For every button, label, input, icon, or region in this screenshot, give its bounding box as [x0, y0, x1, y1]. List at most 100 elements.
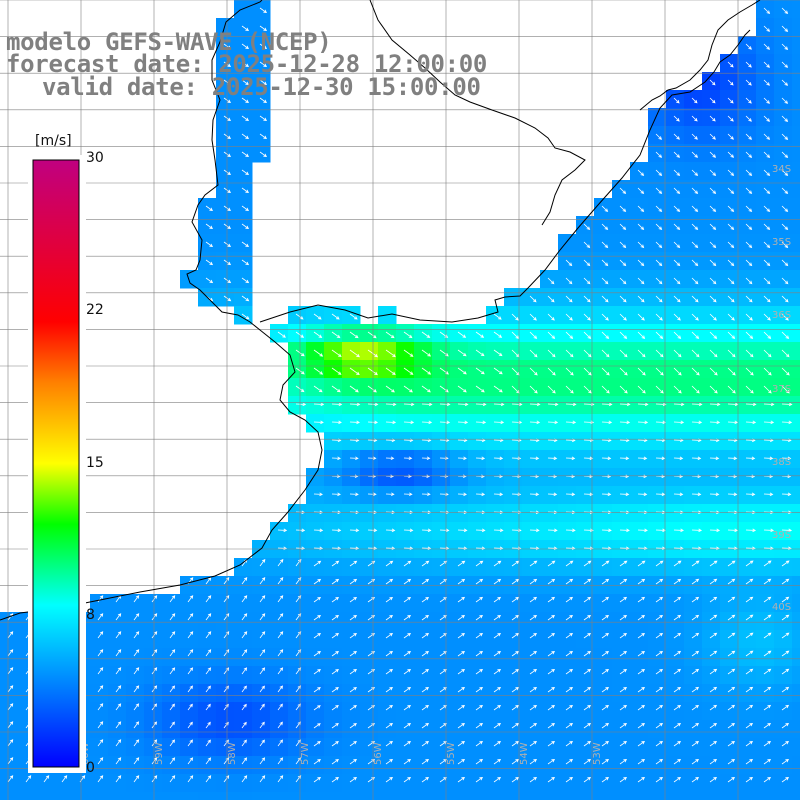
- wind-arrow: [529, 704, 538, 711]
- wind-arrow: [637, 331, 646, 339]
- wind-arrow: [745, 133, 752, 140]
- wind-speed-cell: [702, 720, 721, 739]
- wind-arrow: [439, 740, 448, 747]
- wind-speed-cell: [414, 450, 433, 469]
- wind-arrow: [223, 295, 232, 302]
- wind-speed-cell: [774, 396, 793, 415]
- wind-arrow: [133, 703, 140, 711]
- wind-arrow: [313, 402, 325, 407]
- wind-arrow: [619, 668, 628, 675]
- wind-arrow: [745, 331, 754, 339]
- wind-speed-cell: [522, 630, 541, 649]
- wind-arrow: [115, 685, 122, 693]
- wind-speed-cell: [234, 594, 253, 613]
- wind-speed-cell: [684, 738, 703, 757]
- wind-speed-cell: [540, 432, 559, 451]
- wind-speed-cell: [558, 576, 577, 595]
- wind-speed-cell: [360, 468, 379, 487]
- wind-speed-cell: [702, 702, 721, 721]
- wind-speed-cell: [378, 594, 397, 613]
- wind-arrow: [763, 456, 774, 461]
- wind-arrow: [457, 402, 469, 407]
- wind-speed-cell: [360, 630, 379, 649]
- wind-arrow: [529, 740, 538, 747]
- wind-speed-cell: [594, 720, 613, 739]
- wind-arrow: [511, 578, 520, 585]
- wind-arrow: [439, 776, 448, 783]
- wind-arrow: [673, 259, 681, 267]
- wind-arrow: [403, 650, 412, 657]
- wind-speed-cell: [540, 756, 559, 775]
- wind-speed-cell: [792, 378, 800, 397]
- wind-arrow: [277, 721, 283, 729]
- wind-speed-cell: [450, 522, 469, 541]
- wind-arrow: [385, 367, 396, 376]
- wind-speed-cell: [558, 738, 577, 757]
- wind-speed-cell: [720, 792, 739, 800]
- wind-speed-cell: [468, 738, 487, 757]
- wind-speed-cell: [684, 720, 703, 739]
- wind-arrow: [241, 721, 247, 729]
- wind-speed-cell: [198, 792, 217, 800]
- wind-arrow: [439, 402, 451, 407]
- wind-arrow: [439, 758, 448, 765]
- wind-arrow: [403, 776, 412, 783]
- wind-speed-cell: [594, 666, 613, 685]
- wind-arrow: [565, 492, 576, 497]
- wind-arrow: [97, 649, 104, 657]
- wind-speed-cell: [162, 756, 181, 775]
- wind-arrow: [655, 313, 663, 321]
- wind-speed-cell: [378, 720, 397, 739]
- wind-speed-cell: [144, 792, 163, 800]
- wind-speed-cell: [630, 756, 649, 775]
- wind-arrow: [763, 277, 771, 285]
- wind-arrow: [421, 367, 432, 375]
- wind-speed-cell: [576, 504, 595, 523]
- wind-speed-cell: [252, 702, 271, 721]
- wind-speed-cell: [504, 630, 523, 649]
- wind-speed-cell: [342, 558, 361, 577]
- wind-speed-cell: [612, 486, 631, 505]
- wind-arrow: [97, 757, 104, 765]
- wind-speed-cell: [594, 450, 613, 469]
- wind-speed-cell: [684, 630, 703, 649]
- wind-speed-cell: [180, 666, 199, 685]
- wind-speed-cell: [594, 684, 613, 703]
- wind-speed-cell: [666, 468, 685, 487]
- wind-arrow: [565, 632, 574, 639]
- wind-arrow: [619, 241, 627, 249]
- wind-speed-cell: [504, 558, 523, 577]
- wind-arrow: [385, 578, 394, 585]
- wind-arrow: [205, 649, 212, 657]
- wind-speed-cell: [450, 612, 469, 631]
- wind-speed-cell: [324, 414, 343, 433]
- wind-speed-cell: [540, 684, 559, 703]
- wind-speed-cell: [468, 702, 487, 721]
- wind-arrow: [781, 187, 789, 195]
- wind-speed-cell: [162, 594, 181, 613]
- wind-arrow: [709, 169, 717, 176]
- wind-arrow: [259, 79, 268, 86]
- wind-arrow: [727, 367, 736, 376]
- wind-speed-cell: [324, 594, 343, 613]
- wind-speed-cell: [162, 774, 181, 793]
- wind-arrow: [673, 528, 684, 533]
- wind-speed-cell: [666, 630, 685, 649]
- wind-arrow: [637, 241, 645, 249]
- wind-arrow: [655, 722, 664, 729]
- wind-arrow: [745, 704, 754, 711]
- wind-speed-cell: [360, 504, 379, 523]
- wind-arrow: [205, 241, 214, 248]
- wind-speed-cell: [558, 234, 577, 253]
- wind-speed-cell: [0, 702, 19, 721]
- wind-arrow: [259, 223, 268, 230]
- wind-arrow: [763, 133, 771, 140]
- wind-arrow: [259, 577, 266, 585]
- wind-arrow: [529, 528, 540, 533]
- wind-speed-cell: [630, 666, 649, 685]
- wind-speed-cell: [594, 630, 613, 649]
- wind-arrow: [349, 758, 357, 765]
- wind-speed-cell: [612, 702, 631, 721]
- wind-arrow: [781, 420, 793, 425]
- wind-speed-cell: [486, 396, 505, 415]
